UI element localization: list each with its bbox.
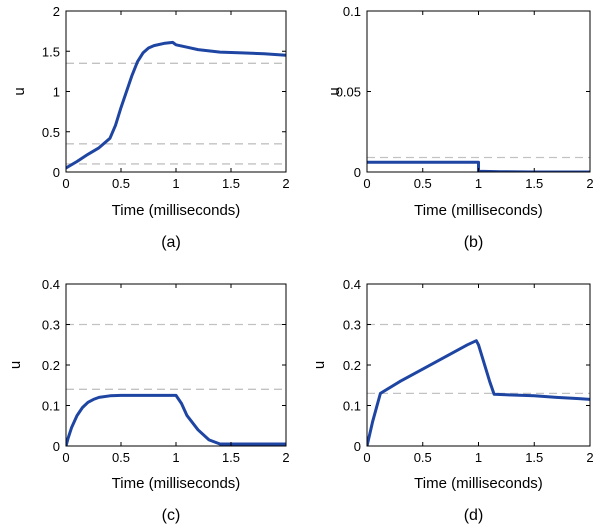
y-tick-label: 0.4 — [343, 277, 361, 292]
x-tick-label: 1.5 — [525, 176, 543, 191]
panel-label: (c) — [162, 507, 181, 524]
y-tick-label: 0.2 — [343, 358, 361, 373]
series-line — [367, 160, 590, 172]
y-axis-label: u — [326, 87, 343, 95]
y-tick-label: 0.05 — [336, 85, 361, 100]
x-tick-label: 0.5 — [414, 450, 432, 465]
plot-area — [66, 284, 286, 446]
x-tick-label: 1 — [475, 450, 482, 465]
y-tick-label: 0.3 — [42, 318, 60, 333]
x-axis-label: Time (milliseconds) — [414, 475, 543, 492]
y-tick-label: 0 — [354, 439, 361, 454]
y-tick-label: 2 — [53, 4, 60, 19]
series-line — [66, 393, 286, 446]
series-line — [367, 339, 590, 446]
x-axis-label: Time (milliseconds) — [112, 475, 241, 492]
x-tick-label: 1 — [475, 176, 482, 191]
series-line — [66, 40, 286, 170]
x-tick-label: 2 — [282, 176, 289, 191]
x-tick-label: 1.5 — [222, 176, 240, 191]
y-tick-label: 0.5 — [42, 125, 60, 140]
panel-label: (b) — [464, 234, 484, 251]
plot-area — [367, 11, 590, 172]
x-tick-label: 0.5 — [112, 450, 130, 465]
y-tick-label: 0.3 — [343, 318, 361, 333]
y-tick-label: 0.2 — [42, 358, 60, 373]
x-tick-label: 1.5 — [525, 450, 543, 465]
x-tick-label: 1 — [172, 176, 179, 191]
y-tick-label: 0.1 — [343, 4, 361, 19]
chart-panel-1: 0 0.5 1 1.5 2 0 0.5 1 1.5 2 Time (milliseconds) u (a… — [11, 4, 290, 251]
y-tick-label: 0.1 — [42, 399, 60, 414]
plot-area — [367, 284, 590, 446]
x-axis-label: Time (milliseconds) — [112, 202, 241, 219]
y-tick-label: 1.5 — [42, 44, 60, 59]
x-tick-label: 0.5 — [414, 176, 432, 191]
y-tick-label: 0 — [354, 165, 361, 180]
y-axis-label: u — [311, 361, 328, 369]
y-tick-label: 0 — [53, 165, 60, 180]
x-tick-label: 0.5 — [112, 176, 130, 191]
y-axis-label: u — [11, 87, 28, 95]
y-tick-label: 0.4 — [42, 277, 60, 292]
chart-panel-2: 0 0.5 1 1.5 2 0 0.05 0.1 Time (milliseconds) u (b) — [326, 4, 594, 251]
chart-panel-3: 0 0.5 1 1.5 2 0 0.1 0.2 0.3 0.4 Time (milliseconds… — [7, 277, 290, 524]
chart-panel-4: 0 0.5 1 1.5 2 0 0.1 0.2 0.3 0.4 Time (milliseconds… — [311, 277, 594, 524]
y-tick-label: 0 — [53, 439, 60, 454]
y-tick-label: 0.1 — [343, 399, 361, 414]
x-tick-label: 0 — [363, 176, 370, 191]
x-tick-label: 2 — [586, 176, 593, 191]
x-tick-label: 0 — [62, 176, 69, 191]
x-tick-label: 0 — [62, 450, 69, 465]
x-axis-label: Time (milliseconds) — [414, 202, 543, 219]
y-tick-label: 1 — [53, 85, 60, 100]
x-tick-label: 1.5 — [222, 450, 240, 465]
x-tick-label: 0 — [363, 450, 370, 465]
panel-label: (d) — [464, 507, 484, 524]
x-tick-label: 2 — [282, 450, 289, 465]
x-tick-label: 2 — [586, 450, 593, 465]
panel-label: (a) — [161, 234, 181, 251]
y-axis-label: u — [7, 361, 24, 369]
x-tick-label: 1 — [172, 450, 179, 465]
